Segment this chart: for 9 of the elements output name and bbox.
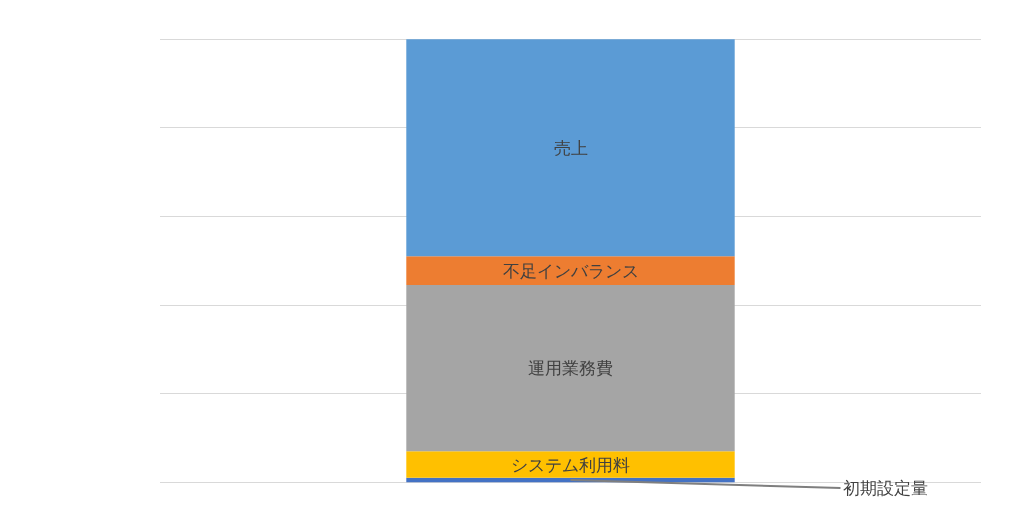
bar [406, 285, 735, 452]
bar [406, 39, 735, 257]
bar [406, 451, 735, 478]
bar [406, 256, 735, 286]
series-label: 運用業務費 [528, 358, 613, 379]
text: 初期設定量 [843, 478, 928, 498]
series-label: システム利用料 [511, 454, 630, 475]
series-label: 不足インバランス [502, 260, 639, 281]
series-label: 売上 [553, 137, 588, 158]
